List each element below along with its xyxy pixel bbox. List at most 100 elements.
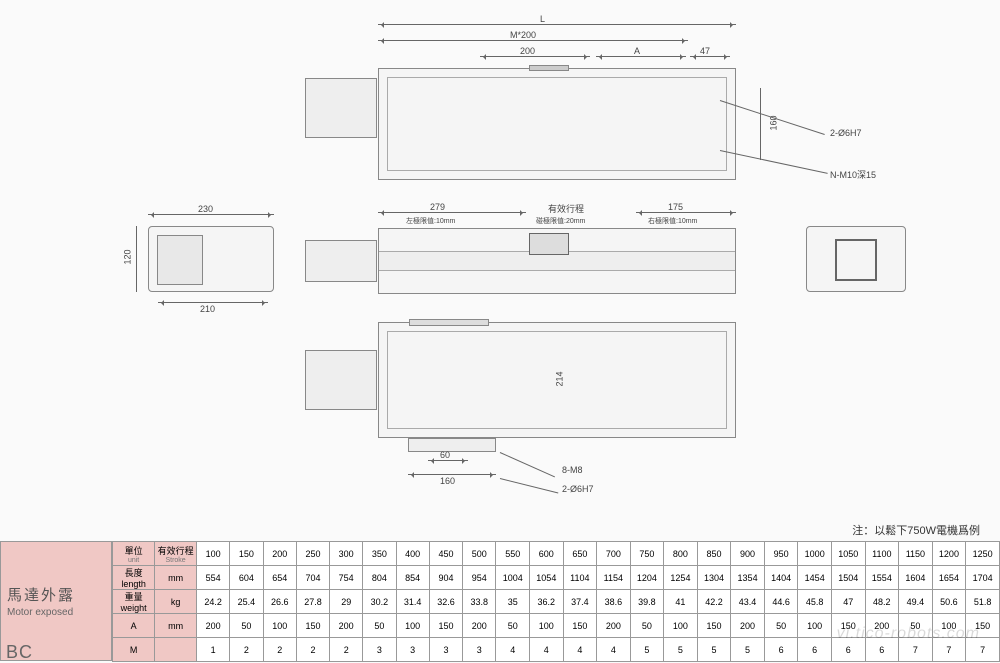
dim-47-label: 47 — [700, 46, 710, 56]
stroke-cell: 1200 — [932, 542, 966, 566]
cell: 50 — [764, 614, 798, 638]
cell: 50.6 — [932, 590, 966, 614]
cell: 3 — [463, 638, 496, 662]
stroke-cell: 950 — [764, 542, 798, 566]
cell: 39.8 — [630, 590, 664, 614]
cell: 51.8 — [966, 590, 1000, 614]
stroke-cell: 1250 — [966, 542, 1000, 566]
cell: 1054 — [530, 566, 564, 590]
stroke-cell: 100 — [196, 542, 229, 566]
cell: 45.8 — [798, 590, 832, 614]
cell: 1454 — [798, 566, 832, 590]
cell: 1604 — [899, 566, 933, 590]
left-motor — [157, 235, 203, 285]
cell: 50 — [496, 614, 530, 638]
cell: 5 — [630, 638, 664, 662]
label-bc: BC — [6, 642, 33, 663]
cell: 5 — [664, 638, 698, 662]
cell: 42.2 — [697, 590, 731, 614]
cell: 1254 — [664, 566, 698, 590]
cell: 1504 — [831, 566, 865, 590]
cell: 1204 — [630, 566, 664, 590]
cell: 47 — [831, 590, 865, 614]
cell: 3 — [363, 638, 396, 662]
cell: 30.2 — [363, 590, 396, 614]
dim-200 — [480, 56, 590, 57]
cell: 150 — [563, 614, 597, 638]
stroke-cell: 1000 — [798, 542, 832, 566]
carriage — [529, 233, 569, 255]
cell: 49.4 — [899, 590, 933, 614]
top-notch — [529, 65, 569, 71]
cell: 1154 — [597, 566, 631, 590]
cell: 5 — [697, 638, 731, 662]
stroke-cell: 400 — [396, 542, 429, 566]
dim-200-label: 200 — [520, 46, 535, 56]
callout-c1: 2-Ø6H7 — [830, 128, 862, 138]
bottom-notch-top — [409, 319, 489, 326]
motor-block-top — [305, 78, 377, 138]
callout-2o6: 2-Ø6H7 — [562, 484, 594, 494]
rh-M: M — [113, 638, 155, 662]
rh-weight: 重量 weight — [113, 590, 155, 614]
label-en: Motor exposed — [7, 607, 105, 618]
stroke-cell: 850 — [697, 542, 731, 566]
cell: 29 — [330, 590, 363, 614]
cell: 5 — [731, 638, 765, 662]
stroke-cell: 150 — [230, 542, 263, 566]
callout-8m8: 8-M8 — [562, 465, 583, 475]
cell: 1104 — [563, 566, 597, 590]
cell: 38.6 — [597, 590, 631, 614]
stroke-cell: 450 — [429, 542, 462, 566]
cell: 3 — [429, 638, 462, 662]
mid-t2: 有效行程 — [548, 202, 584, 215]
stroke-cell: 800 — [664, 542, 698, 566]
dim-L-label: L — [540, 14, 545, 24]
bottom-carriage — [408, 438, 496, 452]
cell: 50 — [363, 614, 396, 638]
dim-160 — [760, 88, 761, 160]
dim-175 — [636, 212, 736, 213]
stroke-cell: 350 — [363, 542, 396, 566]
cell: 2 — [230, 638, 263, 662]
dim-214-label: 214 — [555, 371, 565, 386]
mid-t3: 右極限值:10mm — [648, 216, 697, 226]
cell: 1704 — [966, 566, 1000, 590]
right-end-view — [806, 226, 906, 292]
right-end-square — [835, 239, 877, 281]
cell: 4 — [597, 638, 631, 662]
ru-M — [155, 638, 197, 662]
leader-2o6 — [500, 478, 558, 493]
ru-A: mm — [155, 614, 197, 638]
cell: 100 — [263, 614, 296, 638]
cell: 100 — [396, 614, 429, 638]
ru-length: mm — [155, 566, 197, 590]
cell: 48.2 — [865, 590, 899, 614]
cell: 1004 — [496, 566, 530, 590]
cell: 150 — [429, 614, 462, 638]
spec-table: 單位unit有效行程Stroke100150200250300350400450… — [112, 541, 1000, 662]
stroke-cell: 300 — [330, 542, 363, 566]
cell: 6 — [798, 638, 832, 662]
side-view-body — [378, 228, 736, 294]
left-end-view — [148, 226, 274, 292]
th-unit: 單位unit — [113, 542, 155, 566]
stroke-cell: 250 — [296, 542, 329, 566]
cell: 100 — [530, 614, 564, 638]
cell: 2 — [263, 638, 296, 662]
cell: 31.4 — [396, 590, 429, 614]
leader-8m8 — [500, 452, 555, 477]
spec-table-wrap: 馬達外露 Motor exposed BC 單位unit有效行程Stroke10… — [0, 541, 1000, 661]
dim-230-label: 230 — [198, 204, 213, 214]
dim-279-label: 279 — [430, 202, 445, 212]
top-view-inner — [387, 77, 727, 171]
cell: 200 — [463, 614, 496, 638]
cell: 1654 — [932, 566, 966, 590]
cell: 24.2 — [196, 590, 229, 614]
dim-A — [596, 56, 686, 57]
cell: 200 — [597, 614, 631, 638]
cell: 50 — [630, 614, 664, 638]
cell: 200 — [330, 614, 363, 638]
ru-weight: kg — [155, 590, 197, 614]
dim-A-label: A — [634, 46, 640, 56]
